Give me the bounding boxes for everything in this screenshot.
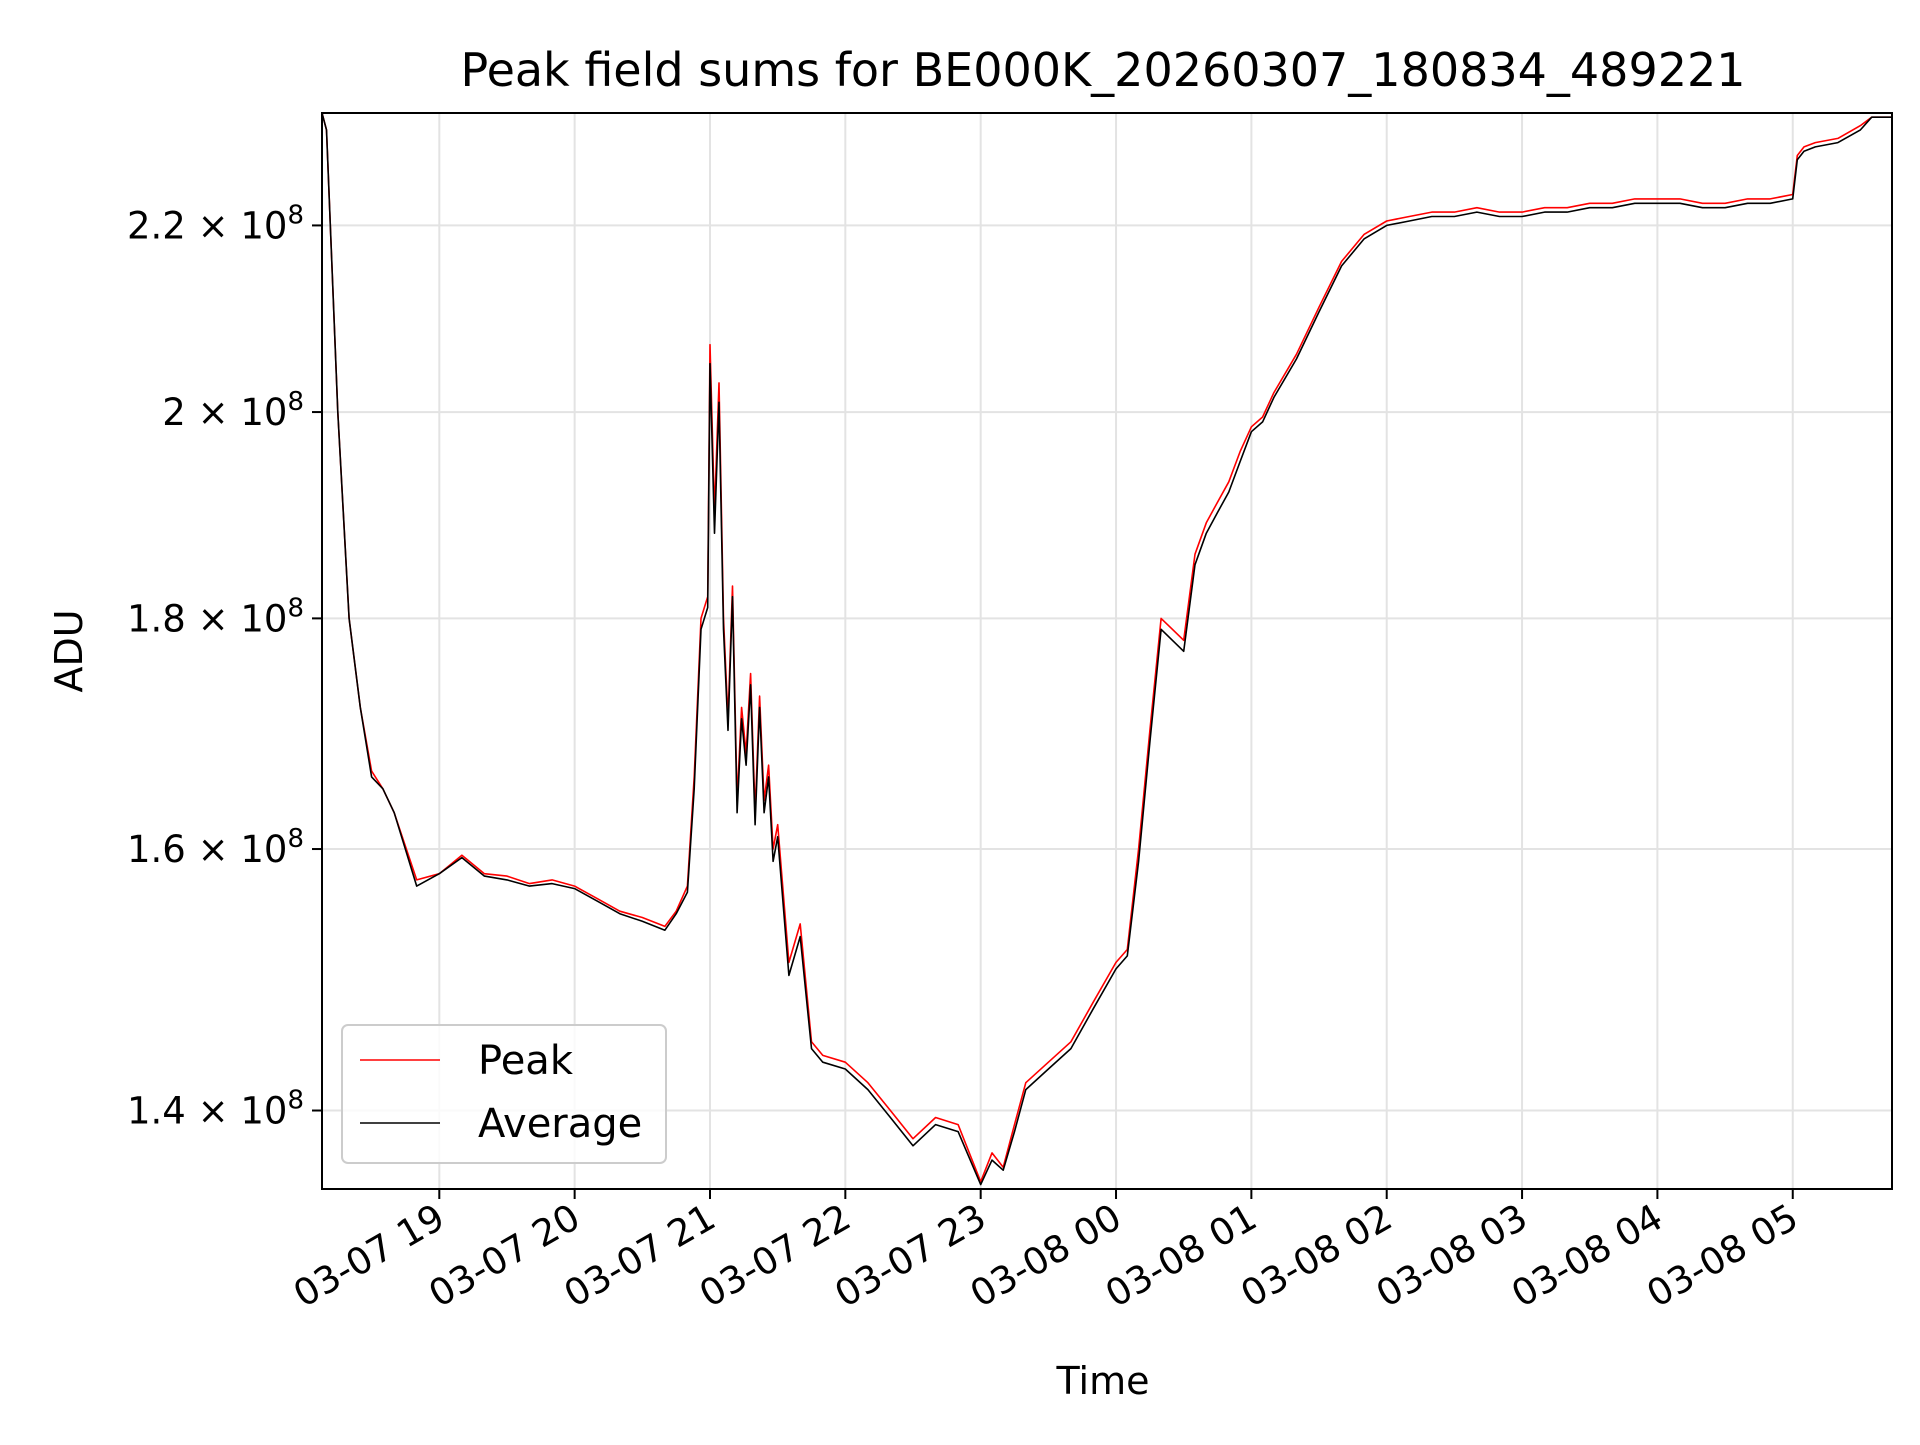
y-tick-label-exponent: 8 <box>287 1086 304 1116</box>
y-tick-label: 2 × 108 <box>162 387 304 434</box>
y-tick-label: 2.2 × 108 <box>127 200 304 247</box>
legend-label-peak: Peak <box>478 1038 574 1084</box>
y-tick-label-exponent: 8 <box>287 593 304 623</box>
y-tick-label-mantissa: 1.8 × 10 <box>127 597 287 640</box>
series-line-average <box>322 113 1892 1186</box>
plot-background <box>322 113 1892 1189</box>
y-tick-label: 1.4 × 108 <box>127 1086 304 1133</box>
chart-title: Peak field sums for BE000K_20260307_1808… <box>460 43 1745 97</box>
y-tick-label: 1.6 × 108 <box>127 824 304 871</box>
y-tick-label-mantissa: 1.6 × 10 <box>127 828 287 871</box>
legend: Peak Average <box>341 1024 667 1164</box>
y-tick-label-mantissa: 2.2 × 10 <box>127 204 287 247</box>
y-tick-label-mantissa: 2 × 10 <box>162 391 287 434</box>
y-axis-label: ADU <box>47 609 91 692</box>
y-tick-label-mantissa: 1.4 × 10 <box>127 1090 287 1133</box>
y-tick-label: 1.8 × 108 <box>127 593 304 640</box>
y-tick-label-exponent: 8 <box>287 387 304 417</box>
y-tick-label-exponent: 8 <box>287 200 304 230</box>
series-line-peak <box>322 113 1892 1183</box>
plot-frame <box>321 112 1893 1190</box>
legend-label-average: Average <box>478 1101 642 1147</box>
x-axis-label: Time <box>1056 1359 1150 1403</box>
y-tick-label-exponent: 8 <box>287 824 304 854</box>
